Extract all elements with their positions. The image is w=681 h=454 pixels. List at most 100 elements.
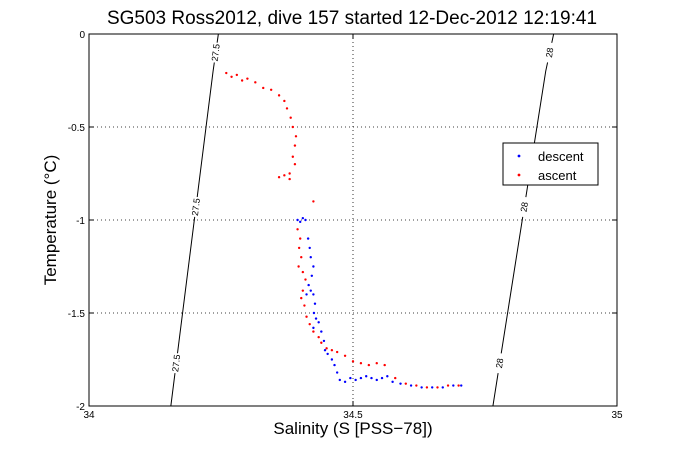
descent-point [380,376,384,380]
ascent-point [351,360,355,363]
x-tick-label: 34 [83,410,95,421]
descent-point [296,218,299,222]
ascent-point [394,376,397,380]
ascent-point [303,304,306,307]
ascent-point [317,335,320,339]
descent-point [312,311,316,315]
descent-point [375,378,378,382]
descent-point [306,237,310,240]
descent-point [326,352,329,356]
ascent-point [436,386,439,389]
descent-point [420,386,423,389]
ascent-point [293,144,297,147]
x-axis-ticks: 34 34.5 35 [83,34,623,421]
isopycnal-label: 28 [544,47,555,58]
descent-point [431,386,434,389]
ascent-point [305,315,308,318]
ascent-point [308,322,311,326]
ascent-point [375,362,378,365]
isopycnal-label: 27.5 [210,43,222,62]
descent-point [312,326,315,330]
descent-point [365,375,368,378]
ascent-point [291,155,295,158]
ascent-point [457,384,460,387]
ascent-point [288,177,291,181]
ascent-point [285,107,289,110]
ascent-point [297,246,301,250]
descent-point [307,283,310,287]
descent-point [309,289,312,292]
isopycnal-label-bg [493,352,507,374]
ascent-point [225,71,228,75]
descent-point [338,378,341,382]
isopycnal-label-bg [170,352,183,374]
isopycnal-label: 28 [519,201,530,212]
descent-point [312,265,315,268]
chart-title: SG503 Ross2012, dive 157 started 12-Dec-… [107,8,597,29]
ascent-point [299,237,302,240]
ascent-point [289,116,292,119]
ascent-point [335,350,339,354]
ascent-point [312,330,315,333]
ascent-point [301,289,305,292]
y-tick-label: -1 [76,216,85,227]
ascent-point [294,135,298,138]
ascent-point [300,256,303,259]
y-tick-label: -0.5 [68,123,86,134]
descent-point [313,302,317,305]
x-tick-label: 35 [611,410,623,421]
ascent-point [312,200,315,203]
ascent-point [415,384,418,387]
ascent-point [425,386,429,389]
isopycnal-label: 27.5 [190,198,202,217]
descent-point [359,376,363,380]
legend: descent ascent [502,142,599,186]
descent-point [301,216,305,220]
isopycnal-lines: 27.5 27.5 27.5 28 28 28 [170,33,557,407]
descent-point [452,384,455,387]
y-axis-ticks: 0 -0.5 -1 -1.5 -2 [68,30,617,413]
legend-marker-ascent [517,173,521,177]
ascent-point [246,77,249,80]
ascent-point [288,172,291,175]
ascent-point [277,176,281,179]
y-tick-label: 0 [79,30,85,41]
descent-point [312,293,315,296]
ascent-point [277,94,281,97]
y-tick-label: -2 [76,402,85,413]
ascent-point [343,354,347,357]
ascent-point [325,347,328,350]
descent-point [399,382,402,385]
legend-label-ascent: ascent [538,168,577,183]
descent-point [335,371,339,374]
plot-area: 27.5 27.5 27.5 28 28 28 [88,33,618,407]
descent-point [330,358,334,361]
descent-point [323,349,327,352]
descent-point [309,256,312,259]
y-axis-label: Temperature (°C) [41,155,60,286]
descent-point [322,339,326,343]
legend-marker-descent [517,154,521,158]
descent-point [349,376,352,380]
isopycnal-label: 28 [494,357,505,368]
descent-point [317,321,320,324]
isopycnal-label-bg [517,196,531,218]
ascent-point [320,341,323,344]
descent-point [441,386,444,389]
ascent-point [230,75,233,78]
descent-point [354,378,357,382]
ascent-point [240,79,244,82]
descent-point [386,375,389,378]
isopycnal-label-bg [189,196,203,218]
x-tick-label: 34.5 [343,410,363,421]
legend-box [502,142,599,186]
descent-point [320,330,323,333]
ascent-point [291,125,295,129]
ascent-point [283,99,286,103]
ascent-point [262,86,265,90]
grid-lines [89,34,617,406]
ascent-point [383,363,386,367]
x-axis-label: Salinity (S [PSS−78]) [273,419,432,438]
descent-point [391,380,394,384]
ascent-point [254,81,257,84]
